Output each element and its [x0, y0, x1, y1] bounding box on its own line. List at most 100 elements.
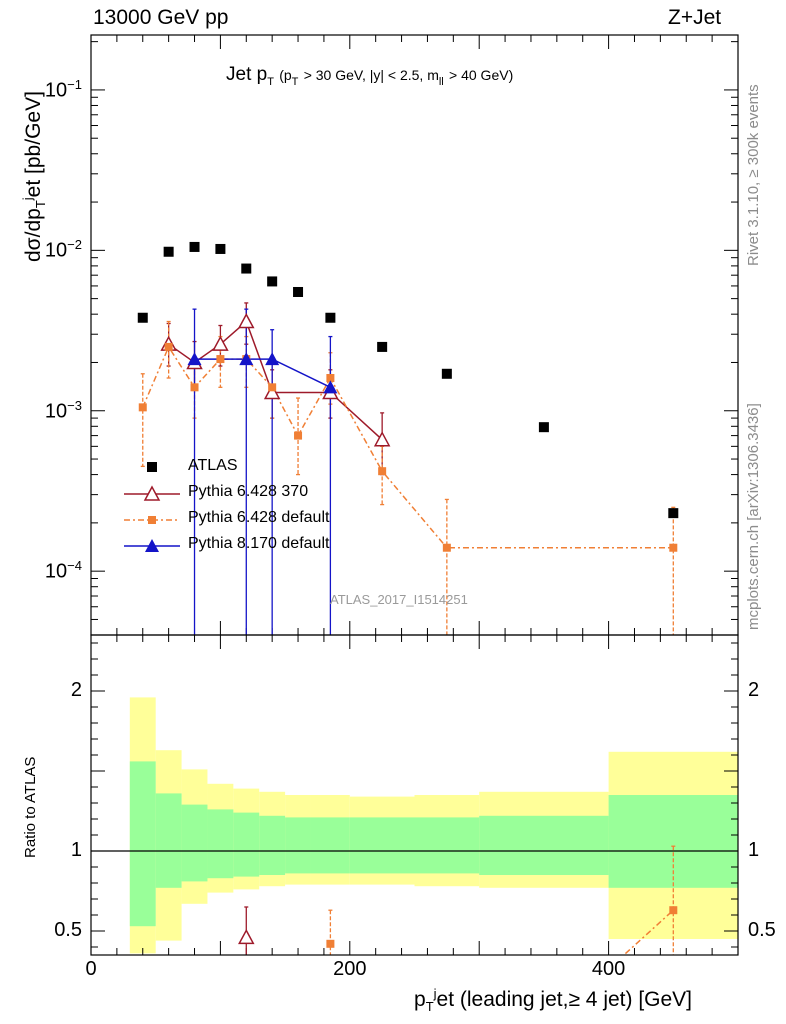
analysis-id-watermark: ATLAS_2017_I1514251: [330, 592, 468, 607]
process-label: Z+Jet: [668, 6, 722, 29]
y-tick-label-0-exp: −1: [67, 76, 82, 92]
main-axis-ticks: [90, 35, 739, 636]
plot-title-cuts-b: > 30 GeV, |y| < 2.5, m: [303, 67, 439, 83]
data-point: [323, 380, 338, 394]
ratio-data-point: [669, 906, 678, 915]
data-point: [138, 403, 147, 412]
ratio-plot-panel: [90, 634, 739, 956]
data-point: [238, 312, 255, 329]
data-point: [263, 383, 281, 400]
uncertainty-band-inner: [349, 817, 415, 874]
data-point: [293, 286, 304, 297]
legend-label-pythia8-default: Pythia 8.170 default: [188, 535, 330, 552]
data-point: [216, 355, 225, 364]
legend-marker-pythia8-default: [124, 539, 180, 552]
data-point: [377, 341, 388, 352]
legend-marker-atlas: [147, 462, 157, 472]
x-axis-title-sub: T: [425, 999, 434, 1015]
ratio-y-tick-label-right-1: 1: [748, 839, 760, 861]
main-plot-panel: [90, 34, 739, 636]
data-point: [294, 431, 303, 440]
mcplots-reference-label: mcplots.cern.ch [arXiv:1306.3436]: [745, 403, 762, 630]
data-point: [668, 508, 679, 519]
y-axis-title-sub: T: [33, 200, 49, 209]
data-point: [137, 312, 148, 323]
plot-title-main: Jet p: [226, 64, 268, 85]
data-point: [325, 312, 336, 323]
legend-label-atlas: ATLAS: [188, 457, 238, 474]
data-point: [190, 383, 199, 392]
plot-title-cuts-a-sub: T: [291, 75, 299, 88]
x-axis-title: pTjet (leading jet,≥ 4 jet) [GeV]: [414, 986, 692, 1014]
uncertainty-band-inner: [285, 817, 311, 874]
data-point: [442, 543, 451, 552]
ratio-series-line: [622, 909, 674, 955]
x-axis-title-main: p: [414, 988, 426, 1011]
data-point: [265, 352, 280, 366]
y-axis-title-main: dσ/dp: [22, 208, 45, 262]
y-axis-title-sup: j: [20, 197, 35, 201]
ratio-y-axis-title: Ratio to ATLAS: [22, 756, 39, 858]
data-point: [163, 246, 174, 257]
x-axis-title-sup: j: [433, 986, 437, 1001]
data-point: [268, 383, 277, 392]
y-tick-label-2-base: 10: [44, 400, 68, 423]
ratio-y-tick-label-right-2: 2: [748, 679, 760, 701]
data-point: [212, 335, 229, 351]
ratio-y-tick-label-left-1: 1: [70, 839, 82, 861]
legend-marker-pythia6-370: [124, 485, 180, 501]
data-point: [441, 368, 452, 379]
data-point: [538, 422, 549, 433]
data-point: [241, 263, 252, 274]
plot-title-cuts-b-sub: ll: [438, 75, 444, 88]
y-tick-label-1: 10−2: [45, 237, 82, 263]
data-point: [378, 467, 387, 476]
data-point: [669, 543, 678, 552]
y-tick-label-0-base: 10: [44, 79, 68, 102]
data-point: [189, 241, 200, 252]
legend-label-pythia6-default: Pythia 6.428 default: [188, 509, 330, 526]
y-tick-label-1-exp: −2: [67, 237, 82, 253]
energy-label: 13000 GeV pp: [93, 6, 229, 29]
y-tick-label-1-base: 10: [44, 239, 68, 262]
uncertainty-band-inner: [129, 761, 156, 927]
y-tick-label-0: 10−1: [45, 77, 82, 103]
ratio-plot-frame: [90, 634, 739, 956]
data-markers: [137, 241, 679, 552]
uncertainty-band-inner: [207, 809, 234, 879]
y-tick-label-2-exp: −3: [67, 397, 82, 413]
data-point: [215, 243, 226, 254]
uncertainty-band-inner: [414, 817, 480, 874]
ratio-data-point: [238, 928, 255, 945]
data-point: [373, 431, 391, 447]
uncertainty-band-inner: [233, 812, 260, 877]
y-tick-label-2: 10−3: [45, 398, 82, 424]
data-point: [239, 352, 254, 366]
uncertainty-band-inner: [181, 804, 208, 882]
x-tick-label-2: 400: [591, 958, 626, 980]
ratio-axis-ticks: [90, 635, 739, 955]
data-point: [187, 352, 202, 366]
plot-title-main-sub: T: [267, 75, 274, 88]
series-line-3: [194, 358, 331, 388]
data-point: [326, 374, 335, 383]
data-point: [267, 276, 278, 287]
x-tick-label-0: 0: [85, 958, 97, 980]
x-tick-label-1: 200: [333, 958, 367, 980]
y-tick-label-3: 10−4: [45, 558, 82, 584]
series-line-2: [142, 345, 674, 549]
uncertainty-band-inner: [310, 817, 350, 874]
ratio-y-tick-label-left-0: 0.5: [54, 919, 82, 941]
uncertainty-band-inner: [259, 815, 286, 875]
rivet-version-label: Rivet 3.1.10, ≥ 300k events: [745, 84, 762, 266]
legend-label-pythia6-370: Pythia 6.428 370: [188, 483, 309, 500]
uncertainty-band-inner: [479, 815, 609, 875]
data-point: [164, 342, 173, 351]
ratio-data-point: [326, 939, 335, 948]
y-tick-label-3-base: 10: [44, 560, 68, 583]
plot-title-cuts-a: (p: [279, 67, 292, 83]
plot-title: Jet pT (pT > 30 GeV, |y| < 2.5, mll > 40…: [226, 64, 513, 88]
ratio-series: [238, 845, 678, 955]
plot-title-cuts-c: > 40 GeV): [449, 67, 514, 83]
